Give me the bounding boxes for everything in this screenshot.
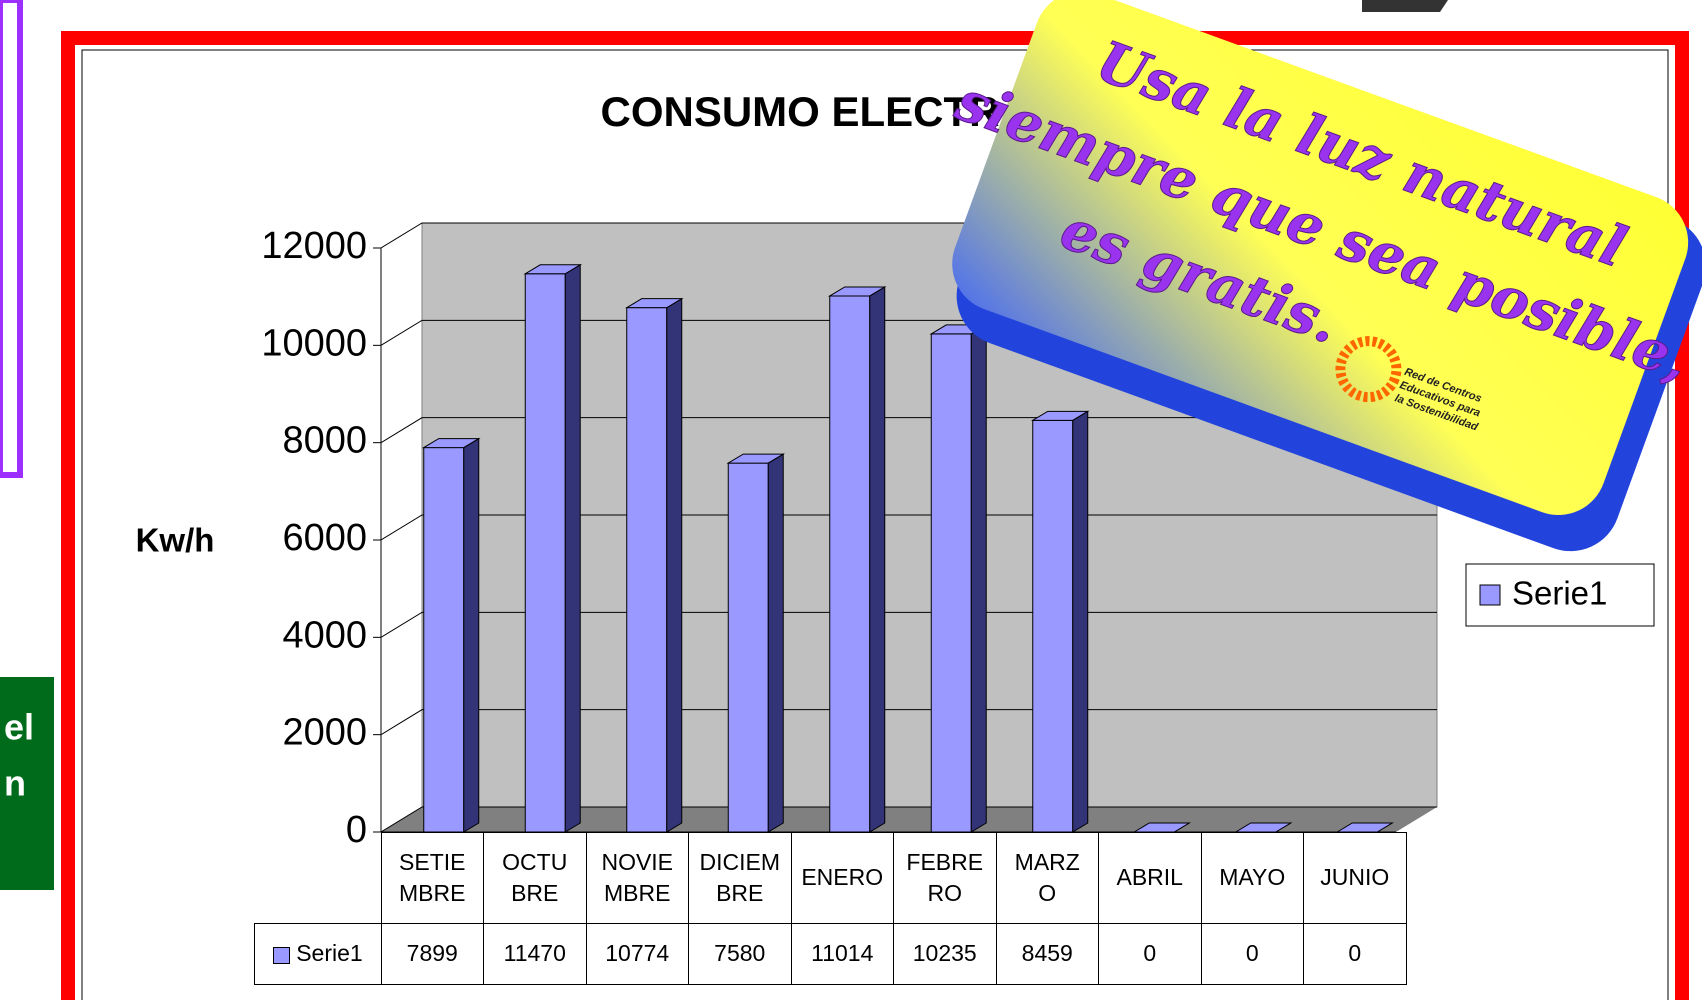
table-swatch: [273, 947, 290, 964]
y-tick-label: 4000: [282, 614, 367, 656]
y-tick-label: 10000: [261, 322, 367, 364]
bar: [931, 334, 971, 832]
chart-title: CONSUMO ELECTR: [601, 88, 1000, 135]
page: el n CONSUMO ELECTR Kw/h 0 2000 4000 6000 80…: [0, 0, 1702, 1000]
bar-side: [870, 287, 885, 832]
bar-side: [768, 454, 783, 832]
x-tick-label: SETIE MBRE: [381, 833, 484, 924]
value-cell: 0: [1304, 924, 1407, 985]
bar-side: [667, 299, 682, 832]
value-cell: 11014: [791, 924, 894, 985]
bar-side: [464, 439, 479, 832]
side-text: n: [4, 763, 26, 804]
x-tick-label: MAYO: [1201, 833, 1304, 924]
x-tick-label: ABRIL: [1099, 833, 1202, 924]
corner-cell: [255, 833, 382, 924]
value-cell: 7580: [689, 924, 792, 985]
value-cell: 10774: [586, 924, 689, 985]
bar-side: [565, 265, 580, 832]
x-tick-label: JUNIO: [1304, 833, 1407, 924]
bar: [830, 296, 870, 832]
bar: [1033, 420, 1073, 832]
value-cell: 8459: [996, 924, 1099, 985]
y-tick-label: 12000: [261, 225, 367, 267]
left-panel: [0, 0, 20, 475]
x-tick-label: ENERO: [791, 833, 894, 924]
bar-side: [971, 325, 986, 832]
legend-swatch: [1480, 585, 1500, 605]
series-name: Serie1: [296, 940, 362, 966]
value-cell: 0: [1201, 924, 1304, 985]
bar: [424, 448, 464, 832]
bar-side: [1073, 411, 1088, 832]
value-cell: 7899: [381, 924, 484, 985]
y-tick-label: 2000: [282, 712, 367, 754]
y-tick-label: 8000: [282, 420, 367, 462]
x-tick-label: DICIEM BRE: [689, 833, 792, 924]
bar: [627, 308, 667, 832]
x-tick-label: OCTU BRE: [484, 833, 587, 924]
bar: [525, 274, 565, 832]
y-axis-label: Kw/h: [136, 522, 215, 559]
legend-cell: Serie1: [255, 924, 382, 985]
x-tick-label: MARZ O: [996, 833, 1099, 924]
side-text: el: [4, 707, 34, 748]
value-cell: 10235: [894, 924, 997, 985]
x-tick-label: FEBRE RO: [894, 833, 997, 924]
value-cell: 11470: [484, 924, 587, 985]
y-tick-label: 6000: [282, 517, 367, 559]
dark-shape: [1362, 0, 1448, 12]
legend-label: Serie1: [1512, 575, 1607, 612]
value-cell: 0: [1099, 924, 1202, 985]
x-tick-label: NOVIE MBRE: [586, 833, 689, 924]
bar: [728, 463, 768, 832]
